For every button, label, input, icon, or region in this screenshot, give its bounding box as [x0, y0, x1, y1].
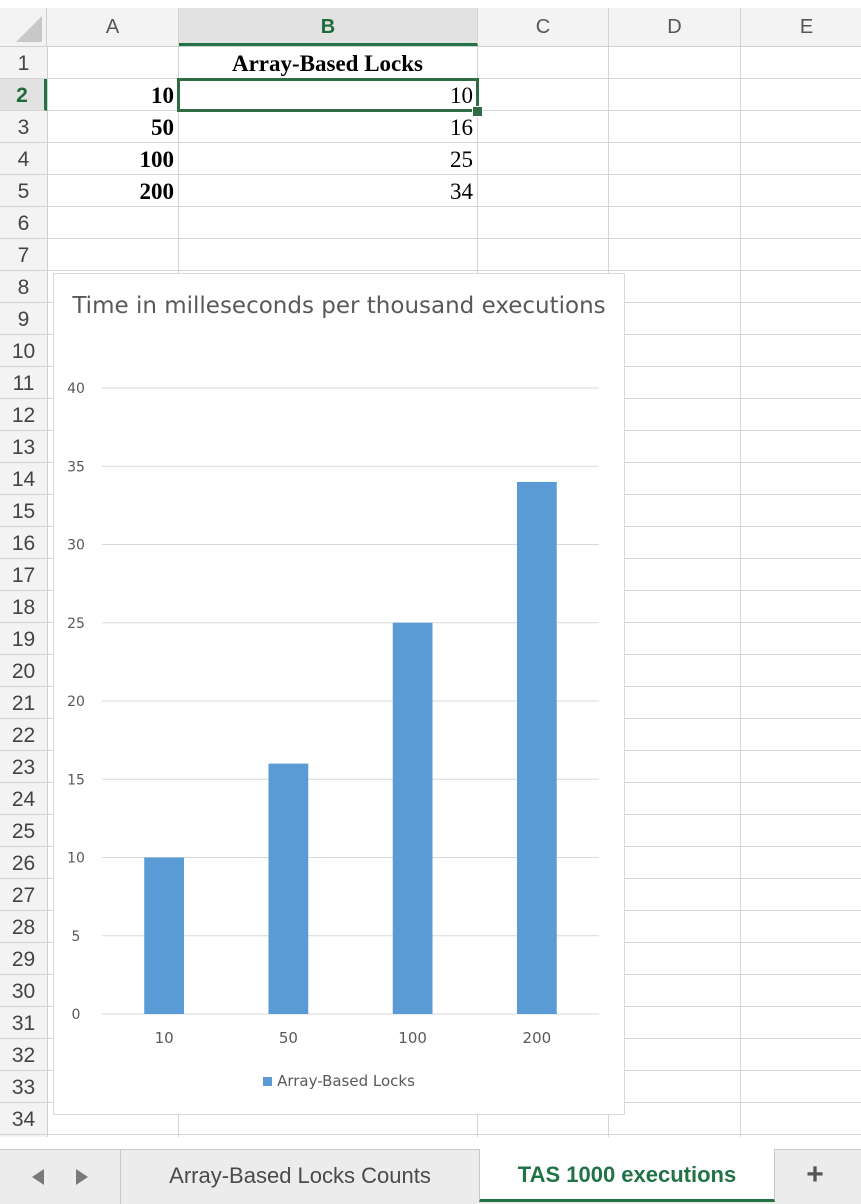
chart-title: Time in milleseconds per thousand execut…	[72, 293, 606, 319]
y-tick-label: 5	[72, 929, 81, 945]
row-header-5[interactable]: 5	[0, 175, 47, 207]
prev-sheet-button[interactable]	[28, 1164, 48, 1190]
y-tick-label: 35	[67, 459, 85, 475]
row-header-34[interactable]: 34	[0, 1103, 47, 1135]
row-header-26[interactable]: 26	[0, 847, 47, 879]
y-tick-label: 25	[67, 616, 85, 632]
row-header-16[interactable]: 16	[0, 527, 47, 559]
row-header-19[interactable]: 19	[0, 623, 47, 655]
cell-b3[interactable]: 16	[450, 115, 473, 140]
grid-row-line	[48, 142, 861, 143]
cell-a2[interactable]: 10	[151, 83, 174, 108]
row-header-bar: 1 2 3 4 5 6 7 8 9 10 11 12 13 14 15 16 17 18 19 20 21 22 23 24 2…	[0, 47, 48, 1137]
row-header-10[interactable]: 10	[0, 335, 47, 367]
row-header-27[interactable]: 27	[0, 879, 47, 911]
grid-row-line	[48, 270, 861, 271]
tab-array-based-locks-counts[interactable]: Array-Based Locks Counts	[169, 1163, 431, 1188]
next-sheet-button[interactable]	[72, 1164, 92, 1190]
select-all-button[interactable]	[0, 8, 47, 46]
cell-b5[interactable]: 34	[450, 179, 473, 204]
legend-swatch	[263, 1077, 273, 1086]
row-header-23[interactable]: 23	[0, 751, 47, 783]
row-header-32[interactable]: 32	[0, 1039, 47, 1071]
row-header-11[interactable]: 11	[0, 367, 47, 399]
row-header-20[interactable]: 20	[0, 655, 47, 687]
grid-row-line	[48, 174, 861, 175]
row-header-13[interactable]: 13	[0, 431, 47, 463]
row-header-4[interactable]: 4	[0, 143, 47, 175]
sheet-tab-bar: Array-Based Locks Counts TAS 1000 execut…	[0, 1149, 861, 1204]
tab-divider	[120, 1150, 121, 1204]
row-header-25[interactable]: 25	[0, 815, 47, 847]
bar-200[interactable]	[516, 481, 557, 1014]
row-header-3[interactable]: 3	[0, 111, 47, 143]
y-tick-label: 20	[67, 694, 85, 710]
x-tick-label: 10	[155, 1029, 174, 1047]
row-header-21[interactable]: 21	[0, 687, 47, 719]
add-sheet-button[interactable]: +	[806, 1158, 824, 1191]
bar-100[interactable]	[392, 622, 433, 1014]
bar-10[interactable]	[144, 857, 185, 1015]
y-tick-label: 15	[67, 772, 85, 788]
column-header-e[interactable]: E	[741, 8, 861, 46]
row-header-29[interactable]: 29	[0, 943, 47, 975]
select-all-icon	[16, 16, 42, 42]
row-header-15[interactable]: 15	[0, 495, 47, 527]
row-header-14[interactable]: 14	[0, 463, 47, 495]
y-tick-label: 10	[67, 851, 85, 867]
row-header-33[interactable]: 33	[0, 1071, 47, 1103]
cell-b2[interactable]: 10	[450, 83, 473, 108]
y-tick-label: 30	[67, 538, 85, 554]
column-header-d[interactable]: D	[609, 8, 741, 46]
x-tick-label: 100	[398, 1029, 427, 1047]
row-header-24[interactable]: 24	[0, 783, 47, 815]
column-header-a[interactable]: A	[47, 8, 179, 46]
cell-a5[interactable]: 200	[139, 179, 175, 204]
bar-50[interactable]	[268, 763, 309, 1014]
x-tick-label: 50	[279, 1029, 298, 1047]
legend-label: Array-Based Locks	[277, 1072, 415, 1090]
chevron-left-icon	[32, 1169, 44, 1185]
y-tick-label: 0	[72, 1007, 81, 1023]
chart[interactable]: 0 5 10 15 20 25 30 35 40 10 50 100 200 Time in mille…	[53, 273, 625, 1115]
fill-handle[interactable]	[472, 106, 483, 117]
cell-a3[interactable]: 50	[151, 115, 174, 140]
row-header-6[interactable]: 6	[0, 207, 47, 239]
row-header-12[interactable]: 12	[0, 399, 47, 431]
cell-b4[interactable]: 25	[450, 147, 473, 172]
column-header-bar: A B C D E	[0, 8, 861, 47]
cell-a4[interactable]: 100	[139, 147, 175, 172]
chart-legend: Array-Based Locks	[54, 1072, 624, 1090]
grid-row-line	[48, 206, 861, 207]
chevron-right-icon	[76, 1169, 88, 1185]
row-header-2[interactable]: 2	[0, 79, 47, 111]
x-tick-label: 200	[523, 1029, 552, 1047]
row-header-17[interactable]: 17	[0, 559, 47, 591]
row-header-18[interactable]: 18	[0, 591, 47, 623]
grid-row-line	[48, 238, 861, 239]
row-header-22[interactable]: 22	[0, 719, 47, 751]
row-header-7[interactable]: 7	[0, 239, 47, 271]
tab-tas-1000-executions[interactable]: TAS 1000 executions	[479, 1149, 775, 1202]
grid-row-line	[48, 1134, 861, 1135]
row-header-31[interactable]: 31	[0, 1007, 47, 1039]
grid-column-line	[740, 47, 741, 1137]
y-tick-label: 40	[67, 381, 85, 397]
chart-plot: 0 5 10 15 20 25 30 35 40 10 50 100 200	[67, 381, 599, 1047]
row-header-8[interactable]: 8	[0, 271, 47, 303]
row-header-9[interactable]: 9	[0, 303, 47, 335]
row-header-28[interactable]: 28	[0, 911, 47, 943]
row-header-30[interactable]: 30	[0, 975, 47, 1007]
column-header-b[interactable]: B	[179, 8, 478, 46]
cell-selection-border	[177, 78, 479, 112]
row-header-1[interactable]: 1	[0, 47, 47, 79]
cell-b1[interactable]: Array-Based Locks	[231, 51, 424, 76]
column-header-c[interactable]: C	[478, 8, 609, 46]
